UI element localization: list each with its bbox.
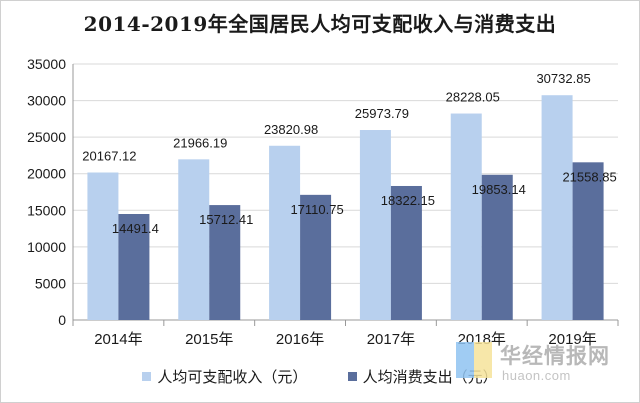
y-tick-label: 20000 xyxy=(27,166,66,182)
bar-expense xyxy=(572,162,604,320)
bar-income xyxy=(359,130,391,320)
bar-expense xyxy=(481,174,513,320)
data-label-income: 21966.19 xyxy=(173,135,227,150)
bar-income xyxy=(541,95,573,320)
y-tick-label: 35000 xyxy=(27,56,66,72)
data-label-income: 23820.98 xyxy=(264,122,318,137)
x-tick-label: 2019年 xyxy=(548,331,596,348)
y-tick-label: 25000 xyxy=(27,129,66,145)
data-label-expense: 19853.14 xyxy=(472,182,526,197)
x-tick-label: 2015年 xyxy=(185,331,233,348)
legend-swatch-expense xyxy=(347,372,357,381)
bar-expense xyxy=(390,185,422,320)
data-label-expense: 17110.75 xyxy=(290,202,343,217)
watermark-name: 华经情报网 xyxy=(500,345,610,368)
watermark: 华经情报网 huaon.com xyxy=(456,336,640,396)
chart-legend: 人均可支配收入（元） 人均消费支出（元） xyxy=(0,366,640,387)
watermark-logo-icon xyxy=(456,342,494,378)
legend-item-income: 人均可支配收入（元） xyxy=(142,366,307,387)
x-tick-label: 2016年 xyxy=(276,331,324,348)
bar-expense xyxy=(118,214,150,320)
legend-swatch-income xyxy=(142,372,152,381)
data-label-income: 30732.85 xyxy=(536,71,590,86)
data-label-expense: 18322.15 xyxy=(381,193,435,208)
bar-income xyxy=(178,159,210,320)
data-label-expense: 21558.85 xyxy=(562,169,616,184)
x-tick-label: 2014年 xyxy=(94,331,142,348)
data-label-expense: 15712.41 xyxy=(199,212,253,227)
y-tick-label: 0 xyxy=(58,312,66,328)
legend-label-income: 人均可支配收入（元） xyxy=(157,369,308,386)
data-label-income: 25973.79 xyxy=(355,106,409,121)
data-label-expense: 14491.4 xyxy=(112,221,159,236)
bar-expense xyxy=(209,205,241,320)
bar-income xyxy=(87,172,119,320)
bar-income xyxy=(269,145,301,320)
y-tick-label: 30000 xyxy=(27,93,66,109)
data-label-income: 28228.05 xyxy=(446,90,500,105)
bar-income xyxy=(450,113,482,320)
y-tick-label: 10000 xyxy=(27,239,66,255)
y-tick-label: 15000 xyxy=(27,202,66,218)
chart-title: 2014-2019年全国居民人均可支配收入与消费支出 xyxy=(83,12,557,36)
x-tick-label: 2017年 xyxy=(367,331,415,348)
bar-expense xyxy=(300,194,332,320)
y-tick-label: 5000 xyxy=(35,275,66,291)
watermark-url: huaon.com xyxy=(502,368,571,383)
data-label-income: 20167.12 xyxy=(82,148,136,163)
